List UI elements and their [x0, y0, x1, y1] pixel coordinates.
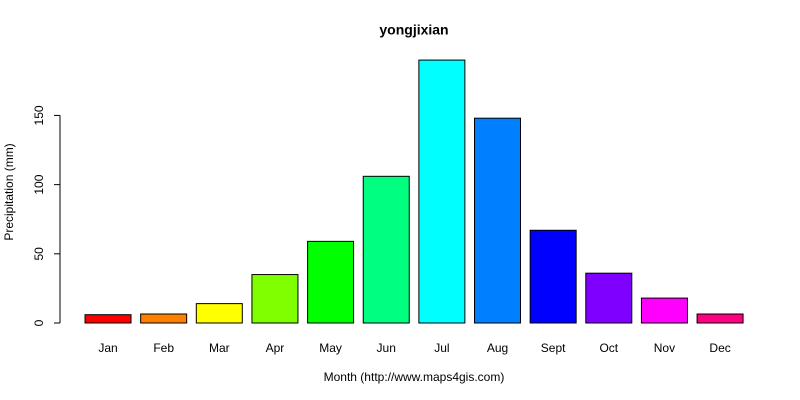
bar — [640, 297, 688, 324]
y-tick-label: 150 — [32, 105, 46, 125]
y-tick-label: 100 — [32, 174, 46, 194]
y-axis-label: Precipitation (mm) — [2, 143, 16, 240]
bar — [195, 303, 243, 324]
x-tick-label: Oct — [599, 341, 618, 355]
bar — [585, 272, 633, 324]
bar — [140, 313, 188, 324]
x-tick-label: Mar — [209, 341, 230, 355]
y-tick-label: 0 — [32, 319, 46, 326]
x-tick-label: Sept — [541, 341, 566, 355]
bar — [362, 175, 410, 324]
bar — [307, 240, 355, 324]
bar — [418, 59, 466, 324]
y-tick-label: 50 — [32, 247, 46, 261]
x-tick-label: Jul — [434, 341, 449, 355]
x-tick-label: Jan — [98, 341, 117, 355]
bar — [474, 117, 522, 324]
x-tick-label: Aug — [487, 341, 508, 355]
bar — [251, 274, 299, 324]
x-tick-label: Jun — [377, 341, 396, 355]
x-tick-label: May — [319, 341, 342, 355]
x-tick-label: Nov — [654, 341, 675, 355]
bar — [84, 314, 132, 324]
bar — [696, 313, 744, 324]
chart-title: yongjixian — [379, 22, 448, 38]
x-tick-label: Dec — [709, 341, 730, 355]
x-axis-label: Month (http://www.maps4gis.com) — [324, 370, 505, 384]
x-tick-label: Feb — [153, 341, 174, 355]
x-tick-label: Apr — [266, 341, 285, 355]
bar — [529, 229, 577, 324]
